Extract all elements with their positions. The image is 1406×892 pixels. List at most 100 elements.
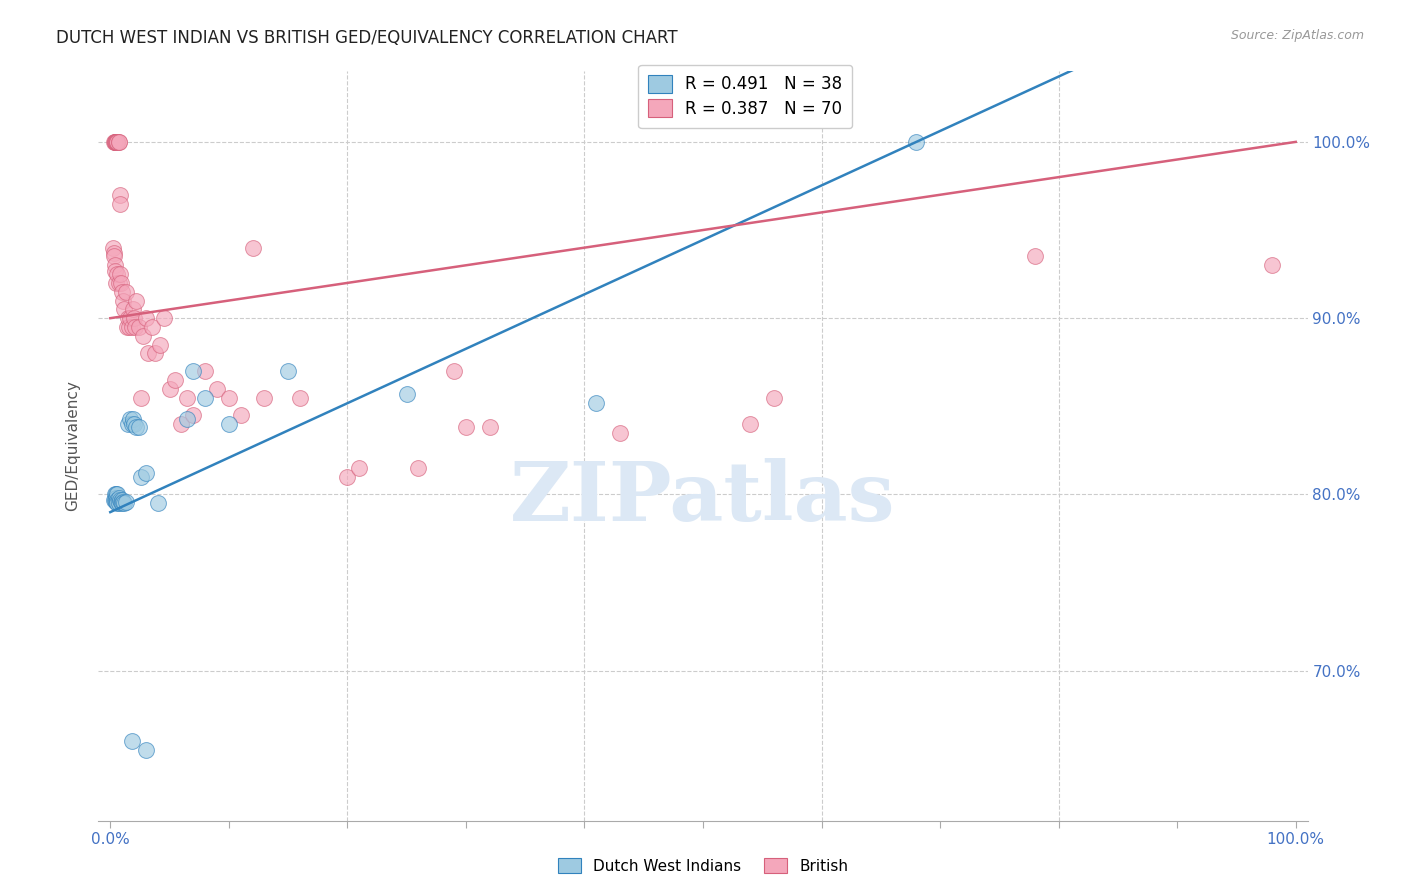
Point — [194, 391, 217, 405]
Point — [108, 267, 131, 281]
Point — [110, 276, 132, 290]
Point — [110, 494, 132, 508]
Point — [111, 285, 134, 299]
Point — [104, 135, 127, 149]
Point — [218, 391, 240, 405]
Text: Source: ZipAtlas.com: Source: ZipAtlas.com — [1230, 29, 1364, 42]
Point — [121, 417, 143, 431]
Point — [128, 420, 150, 434]
Point — [1261, 258, 1284, 272]
Point — [218, 417, 240, 431]
Point — [121, 411, 143, 425]
Point — [105, 487, 128, 501]
Point — [129, 391, 152, 405]
Point — [135, 743, 157, 757]
Point — [112, 293, 135, 308]
Point — [105, 135, 128, 149]
Point — [104, 263, 127, 277]
Point — [117, 311, 139, 326]
Point — [105, 267, 128, 281]
Point — [478, 420, 501, 434]
Point — [120, 411, 142, 425]
Point — [107, 496, 129, 510]
Point — [277, 364, 299, 378]
Point — [121, 302, 143, 317]
Point — [763, 391, 786, 405]
Text: ZIPatlas: ZIPatlas — [510, 458, 896, 539]
Legend: R = 0.491   N = 38, R = 0.387   N = 70: R = 0.491 N = 38, R = 0.387 N = 70 — [638, 65, 852, 128]
Point — [181, 408, 204, 422]
Point — [122, 311, 145, 326]
Point — [105, 491, 128, 505]
Point — [114, 302, 136, 317]
Point — [105, 135, 128, 149]
Point — [117, 417, 139, 431]
Point — [105, 135, 128, 149]
Point — [132, 328, 155, 343]
Point — [128, 320, 150, 334]
Point — [111, 492, 134, 507]
Point — [112, 494, 135, 508]
Point — [124, 320, 146, 334]
Point — [288, 391, 311, 405]
Point — [122, 417, 145, 431]
Point — [1024, 250, 1046, 264]
Point — [104, 492, 127, 507]
Point — [905, 135, 928, 149]
Point — [740, 417, 762, 431]
Point — [229, 408, 252, 422]
Point — [108, 492, 131, 507]
Point — [114, 285, 136, 299]
Point — [104, 135, 127, 149]
Point — [107, 135, 129, 149]
Point — [107, 135, 129, 149]
Point — [347, 461, 370, 475]
Point — [129, 470, 152, 484]
Point — [143, 346, 166, 360]
Point — [114, 494, 136, 508]
Point — [103, 250, 125, 264]
Point — [104, 135, 127, 149]
Point — [114, 496, 136, 510]
Point — [104, 487, 127, 501]
Point — [121, 734, 143, 748]
Point — [152, 311, 174, 326]
Point — [105, 135, 128, 149]
Point — [181, 364, 204, 378]
Point — [159, 382, 181, 396]
Point — [170, 417, 193, 431]
Point — [103, 246, 125, 260]
Point — [107, 491, 129, 505]
Point — [395, 387, 418, 401]
Point — [104, 258, 127, 272]
Point — [121, 320, 143, 334]
Point — [115, 320, 138, 334]
Point — [108, 196, 131, 211]
Point — [194, 364, 217, 378]
Point — [105, 487, 128, 501]
Point — [135, 467, 157, 481]
Text: DUTCH WEST INDIAN VS BRITISH GED/EQUIVALENCY CORRELATION CHART: DUTCH WEST INDIAN VS BRITISH GED/EQUIVAL… — [56, 29, 678, 46]
Point — [135, 311, 157, 326]
Point — [105, 496, 128, 510]
Point — [125, 293, 148, 308]
Point — [118, 320, 141, 334]
Point — [253, 391, 276, 405]
Point — [108, 187, 131, 202]
Point — [105, 494, 128, 508]
Point — [443, 364, 465, 378]
Point — [336, 470, 359, 484]
Point — [136, 346, 159, 360]
Point — [105, 492, 128, 507]
Point — [103, 492, 125, 507]
Point — [101, 241, 124, 255]
Y-axis label: GED/Equivalency: GED/Equivalency — [65, 381, 80, 511]
Point — [107, 276, 129, 290]
Point — [242, 241, 264, 255]
Point — [149, 337, 172, 351]
Point — [146, 496, 169, 510]
Legend: Dutch West Indians, British: Dutch West Indians, British — [551, 852, 855, 880]
Point — [120, 311, 142, 326]
Point — [205, 382, 228, 396]
Point — [454, 420, 477, 434]
